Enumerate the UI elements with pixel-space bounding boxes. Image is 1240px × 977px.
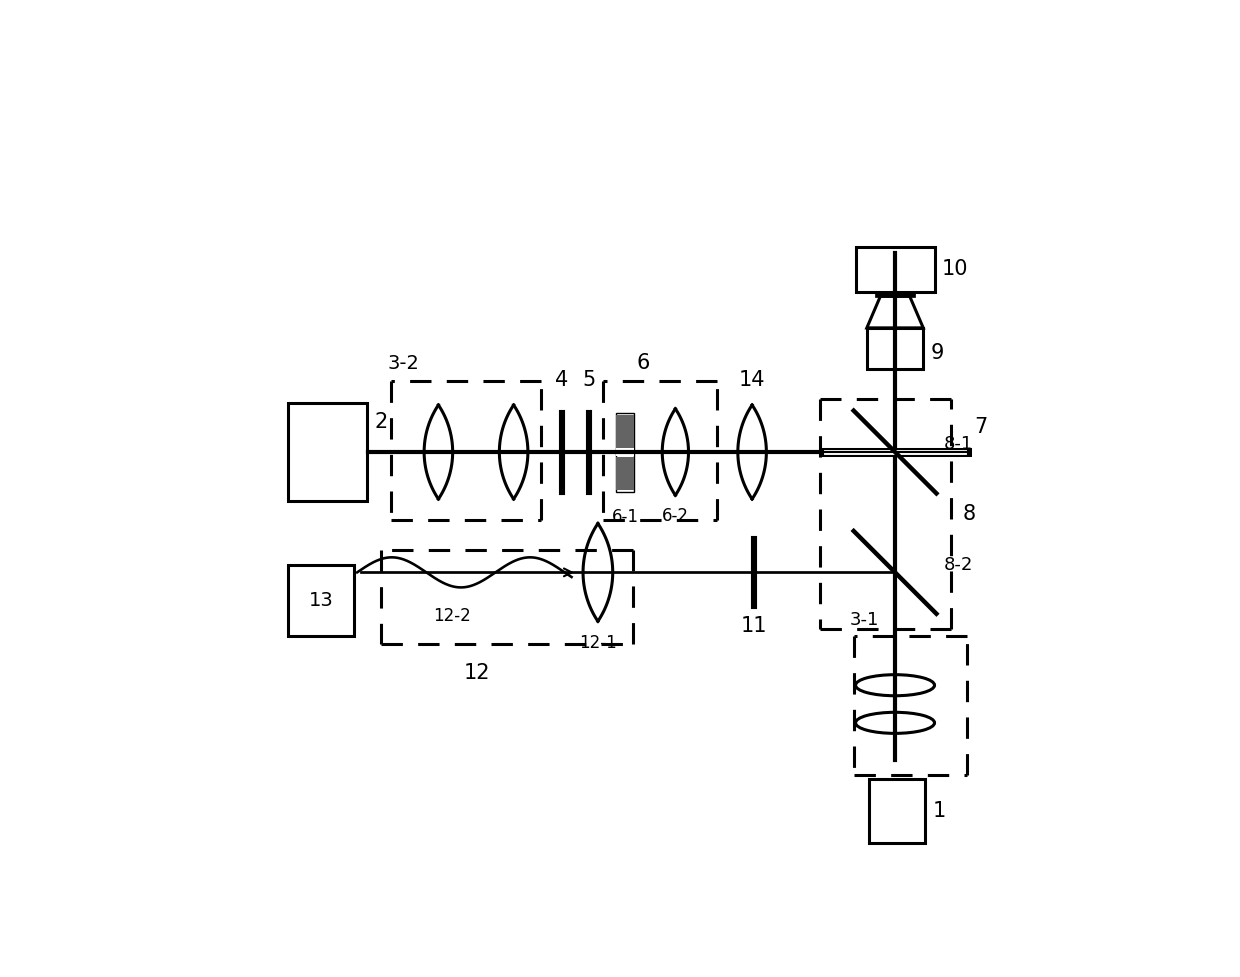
Bar bbox=[288, 565, 355, 636]
Text: 3-1: 3-1 bbox=[849, 611, 879, 629]
Text: 13: 13 bbox=[309, 591, 334, 610]
Text: 7: 7 bbox=[975, 417, 987, 437]
Text: 12-1: 12-1 bbox=[579, 634, 616, 652]
Bar bbox=[867, 328, 924, 369]
Text: 6-1: 6-1 bbox=[611, 508, 639, 526]
Text: 5: 5 bbox=[583, 370, 595, 391]
Text: 2: 2 bbox=[374, 412, 388, 432]
Bar bbox=[856, 246, 935, 292]
Bar bbox=[616, 415, 634, 448]
Bar bbox=[616, 457, 634, 490]
Text: 8-2: 8-2 bbox=[944, 556, 973, 573]
Bar bbox=[616, 448, 634, 456]
Bar bbox=[288, 404, 367, 501]
Text: 11: 11 bbox=[742, 616, 768, 636]
Text: 9: 9 bbox=[931, 343, 944, 362]
Text: 14: 14 bbox=[739, 369, 765, 390]
Text: 3-2: 3-2 bbox=[387, 354, 419, 373]
Text: 10: 10 bbox=[942, 259, 968, 279]
Text: 12-2: 12-2 bbox=[433, 607, 471, 625]
Text: 1: 1 bbox=[932, 801, 946, 822]
Text: 8-1: 8-1 bbox=[944, 436, 973, 453]
Bar bbox=[615, 412, 635, 491]
Text: 6: 6 bbox=[636, 353, 650, 373]
Text: 6-2: 6-2 bbox=[662, 507, 689, 525]
Text: 12: 12 bbox=[464, 662, 490, 683]
Text: 8: 8 bbox=[962, 504, 976, 524]
Bar bbox=[869, 780, 925, 843]
Text: 4: 4 bbox=[556, 370, 568, 391]
